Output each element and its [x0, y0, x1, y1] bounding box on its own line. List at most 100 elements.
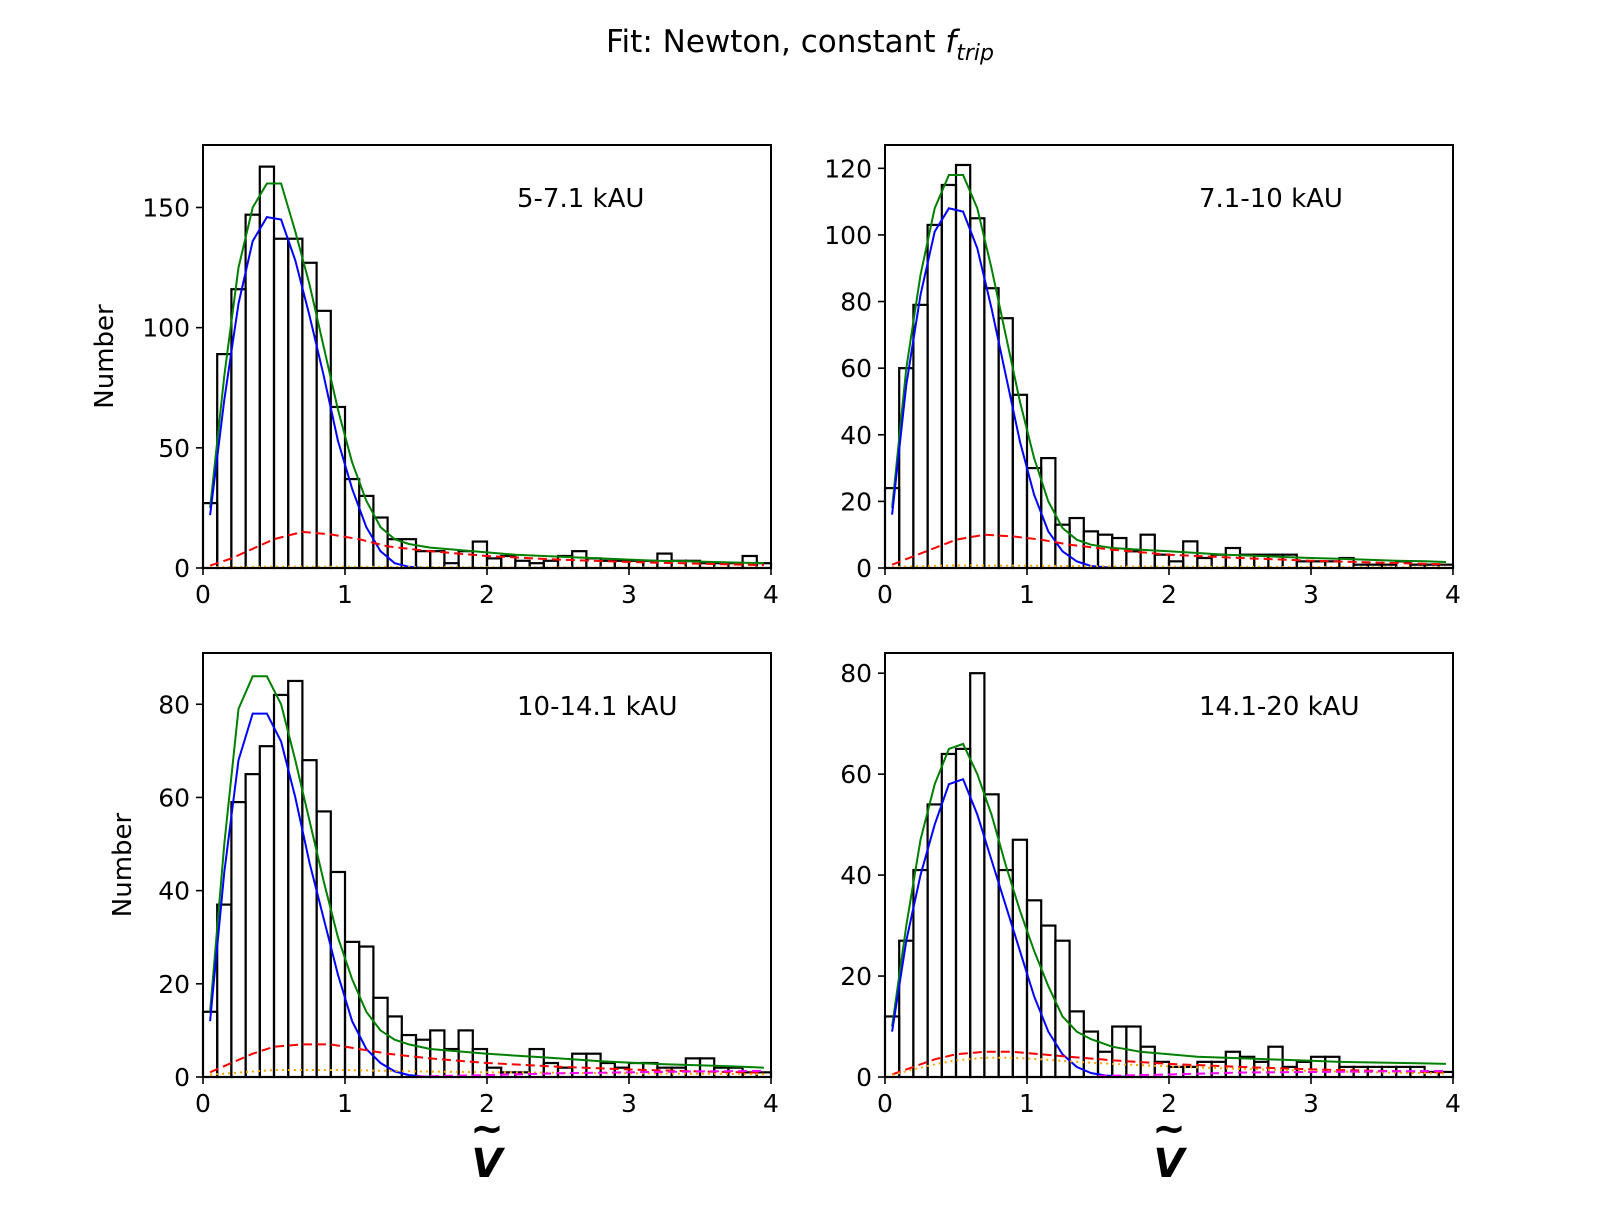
y-tick-label: 20 — [840, 487, 872, 516]
histogram-bar — [358, 494, 375, 570]
histogram-bar — [244, 213, 261, 570]
x-tick-label: 0 — [877, 580, 893, 609]
curve-flyby — [891, 1056, 1446, 1076]
panel-top-left: 0 1 2 3 4 0 50 100 150 5-7.1 kAU Number — [90, 144, 779, 609]
histogram-bar — [429, 550, 446, 570]
x-tick-label: 1 — [1019, 1089, 1035, 1118]
curve-triple — [891, 1050, 1446, 1076]
histogram-bar — [258, 745, 276, 1079]
y-tick-label: 0 — [856, 554, 872, 583]
histogram-bar — [912, 303, 929, 570]
histogram-bar — [1210, 1060, 1227, 1079]
histogram-bar — [1111, 1025, 1128, 1079]
histogram-bar — [1011, 838, 1029, 1079]
histogram-bar — [898, 367, 915, 570]
histogram-bar — [343, 477, 361, 570]
curve-total — [891, 742, 1446, 1065]
histogram-bar — [272, 237, 290, 570]
histogram-bar — [457, 1029, 474, 1079]
histogram-bar — [1082, 530, 1100, 570]
y-tick-label: 40 — [158, 877, 190, 906]
x-tick-label: 3 — [621, 580, 637, 609]
histogram-bar — [301, 759, 318, 1079]
x-axis-label-symbol: V — [1154, 1141, 1188, 1187]
panel-range-label: 5-7.1 kAU — [517, 184, 644, 214]
figure-title-subscript: trip — [956, 41, 994, 66]
curve-total — [209, 182, 764, 565]
panel-range-label: 10-14.1 kAU — [517, 692, 678, 722]
curve-newton — [891, 777, 1141, 1078]
y-tick-label: 80 — [158, 690, 190, 719]
y-tick-label: 20 — [840, 962, 872, 991]
histogram-bar — [969, 672, 986, 1079]
x-axis-label-accent: ~ — [1152, 1106, 1186, 1152]
curve-newton — [209, 215, 424, 569]
histogram-bar — [1096, 1050, 1114, 1079]
y-tick-label: 100 — [142, 314, 190, 343]
y-tick-label: 40 — [840, 421, 872, 450]
x-axis-label: ~V — [470, 1106, 505, 1187]
y-tick-label: 40 — [840, 861, 872, 890]
histogram-bar — [244, 773, 261, 1079]
x-axis-label-symbol: V — [472, 1141, 506, 1187]
histogram-bar — [201, 1010, 219, 1079]
y-tick-label: 60 — [840, 354, 872, 383]
x-tick-label: 1 — [337, 1089, 353, 1118]
histogram-bar — [1096, 533, 1114, 570]
histogram-bar — [1167, 1065, 1185, 1079]
histogram-bar — [926, 223, 943, 570]
y-tick-label: 60 — [158, 783, 190, 812]
x-tick-label: 1 — [1019, 580, 1035, 609]
y-axis-label: Number — [90, 304, 120, 409]
histogram-bar — [429, 1029, 446, 1079]
histogram-bar — [230, 800, 247, 1079]
y-tick-label: 150 — [142, 193, 190, 222]
curve-newton — [209, 712, 431, 1078]
x-tick-label: 3 — [621, 1089, 637, 1118]
curve-triple — [209, 1043, 764, 1074]
x-tick-label: 0 — [877, 1089, 893, 1118]
histogram-bar — [315, 810, 332, 1079]
y-tick-label: 80 — [840, 659, 872, 688]
histogram-bar — [272, 693, 290, 1079]
x-tick-label: 4 — [1445, 580, 1461, 609]
curve-magenta — [1097, 1069, 1446, 1077]
x-tick-label: 3 — [1303, 1089, 1319, 1118]
histogram-bar — [940, 183, 958, 570]
x-tick-label: 0 — [195, 580, 211, 609]
y-tick-label: 0 — [174, 554, 190, 583]
x-axis-label-accent: ~ — [470, 1106, 504, 1152]
histogram — [883, 672, 1455, 1079]
histogram-bar — [1196, 1060, 1213, 1079]
curve-flyby — [892, 564, 1446, 569]
curve-triple — [891, 533, 1446, 566]
x-tick-label: 3 — [1303, 580, 1319, 609]
figure-title-prefix: Fit: Newton, constant — [606, 24, 945, 60]
y-tick-label: 120 — [824, 154, 872, 183]
x-tick-label: 4 — [763, 1089, 779, 1118]
x-tick-label: 4 — [763, 580, 779, 609]
histogram-bar — [1025, 466, 1043, 570]
x-tick-label: 2 — [1161, 580, 1177, 609]
histogram-bar — [954, 747, 972, 1079]
histogram-bar — [1324, 1055, 1341, 1079]
histogram-bar — [940, 752, 958, 1079]
y-tick-label: 60 — [840, 760, 872, 789]
panel-range-label: 14.1-20 kAU — [1199, 692, 1360, 722]
curve-newton — [891, 207, 1113, 569]
histogram-bar — [542, 559, 560, 570]
curve-magenta — [415, 1069, 764, 1078]
y-tick-label: 0 — [856, 1063, 872, 1092]
histogram-bar — [599, 1061, 616, 1079]
x-tick-label: 2 — [479, 1089, 495, 1118]
histogram-bar — [1309, 1055, 1327, 1079]
x-tick-label: 0 — [195, 1089, 211, 1118]
y-tick-label: 0 — [174, 1063, 190, 1092]
figure-title: Fit: Newton, constant ftrip — [606, 24, 994, 66]
x-axis-label: ~V — [1152, 1106, 1187, 1187]
histogram-bar — [1182, 1065, 1199, 1079]
